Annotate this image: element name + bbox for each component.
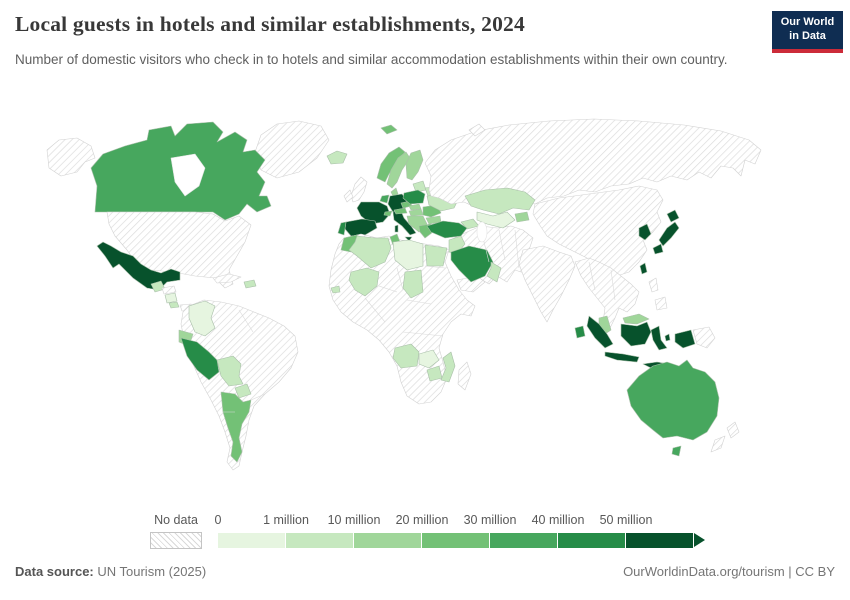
hudson-bay (170, 153, 206, 197)
country-philippines[interactable] (648, 277, 668, 311)
country-france[interactable] (356, 201, 391, 225)
country-japan[interactable] (652, 209, 680, 255)
country-spain[interactable] (344, 218, 378, 237)
page-title: Local guests in hotels and similar estab… (15, 12, 525, 36)
country-ireland[interactable] (343, 189, 354, 203)
country-finland[interactable] (405, 149, 424, 181)
country-mexico[interactable] (96, 241, 181, 291)
legend-tick-2: 10 million (327, 513, 381, 527)
caspian-sea (476, 221, 488, 243)
country-costa-rica[interactable] (168, 301, 180, 309)
country-taiwan[interactable] (639, 262, 648, 275)
chart-subtitle: Number of domestic visitors who check in… (15, 52, 728, 67)
country-madagascar[interactable] (457, 361, 472, 391)
legend-tick-1: 1 million (263, 513, 309, 527)
country-sri-lanka[interactable] (574, 325, 586, 339)
owid-logo-stripe (772, 48, 843, 53)
legend-segment[interactable] (558, 533, 626, 548)
attribution-link[interactable]: OurWorldinData.org/tourism | CC BY (623, 564, 835, 579)
country-norway[interactable] (376, 146, 406, 183)
owid-logo-box: Our World in Data (772, 11, 843, 49)
country-dominican-republic[interactable] (243, 279, 257, 289)
country-united-kingdom[interactable] (350, 176, 368, 203)
country-austria[interactable] (393, 207, 408, 215)
country-saudi-arabia[interactable] (450, 245, 494, 283)
legend-segment[interactable] (422, 533, 490, 548)
country-peru[interactable] (180, 337, 220, 381)
region-china-mongolia[interactable] (532, 185, 664, 277)
legend-tick-0: 0 (214, 513, 222, 527)
country-iceland[interactable] (326, 150, 348, 165)
legend-no-data-swatch[interactable] (150, 532, 202, 549)
country-kazakhstan[interactable] (464, 187, 536, 215)
country-new-zealand[interactable] (710, 421, 740, 453)
world-choropleth-map[interactable] (0, 110, 850, 505)
data-source-label: Data source: (15, 564, 94, 579)
country-denmark[interactable] (390, 187, 399, 197)
legend-no-data-label: No data (154, 513, 198, 527)
country-switzerland[interactable] (383, 210, 393, 217)
owid-logo[interactable]: Our World in Data (772, 11, 843, 53)
data-source-value: UN Tourism (2025) (93, 564, 207, 579)
country-netherlands-belgium[interactable] (379, 194, 390, 204)
country-greenland[interactable] (253, 120, 330, 179)
country-cuba[interactable] (212, 273, 242, 284)
legend-segment[interactable] (490, 533, 558, 548)
country-turkey[interactable] (426, 220, 468, 239)
country-zambia[interactable] (418, 349, 440, 369)
country-svalbard[interactable] (380, 124, 398, 135)
map-legend: No data 0 1 million 10 million 20 millio… (0, 513, 850, 555)
legend-segment[interactable] (354, 533, 422, 548)
region-arctic-islands[interactable] (468, 123, 486, 137)
country-alaska[interactable] (46, 137, 96, 177)
legend-segment[interactable] (218, 533, 286, 548)
legend-color-bar (218, 533, 694, 548)
country-poland[interactable] (402, 189, 426, 205)
data-source: Data source: UN Tourism (2025) (15, 564, 206, 579)
country-usa[interactable] (106, 211, 252, 289)
legend-tick-5: 40 million (531, 513, 585, 527)
country-kyrgyzstan[interactable] (514, 211, 530, 223)
legend-arrow (694, 533, 705, 547)
country-india[interactable] (518, 245, 576, 323)
legend-tick-6: 50 million (599, 513, 653, 527)
region-central-asia[interactable] (476, 211, 516, 229)
country-indonesia[interactable] (586, 315, 696, 369)
country-angola[interactable] (392, 343, 420, 369)
country-egypt[interactable] (424, 244, 448, 267)
country-papua-new-guinea[interactable] (692, 326, 716, 349)
legend-segment[interactable] (626, 533, 694, 548)
country-nicaragua[interactable] (164, 292, 178, 304)
legend-tick-3: 20 million (395, 513, 449, 527)
legend-segment[interactable] (286, 533, 354, 548)
legend-no-data[interactable]: No data (150, 513, 202, 549)
country-colombia[interactable] (188, 300, 216, 337)
country-portugal[interactable] (337, 221, 347, 236)
owid-logo-line1: Our World (780, 16, 835, 28)
country-mozambique[interactable] (440, 351, 456, 383)
country-senegal[interactable] (330, 285, 341, 294)
country-honduras[interactable] (161, 285, 177, 295)
country-algeria[interactable] (348, 235, 392, 269)
legend-tick-4: 30 million (463, 513, 517, 527)
country-south-korea[interactable] (638, 223, 652, 241)
owid-logo-line2: in Data (789, 29, 826, 42)
country-australia[interactable] (626, 359, 720, 457)
